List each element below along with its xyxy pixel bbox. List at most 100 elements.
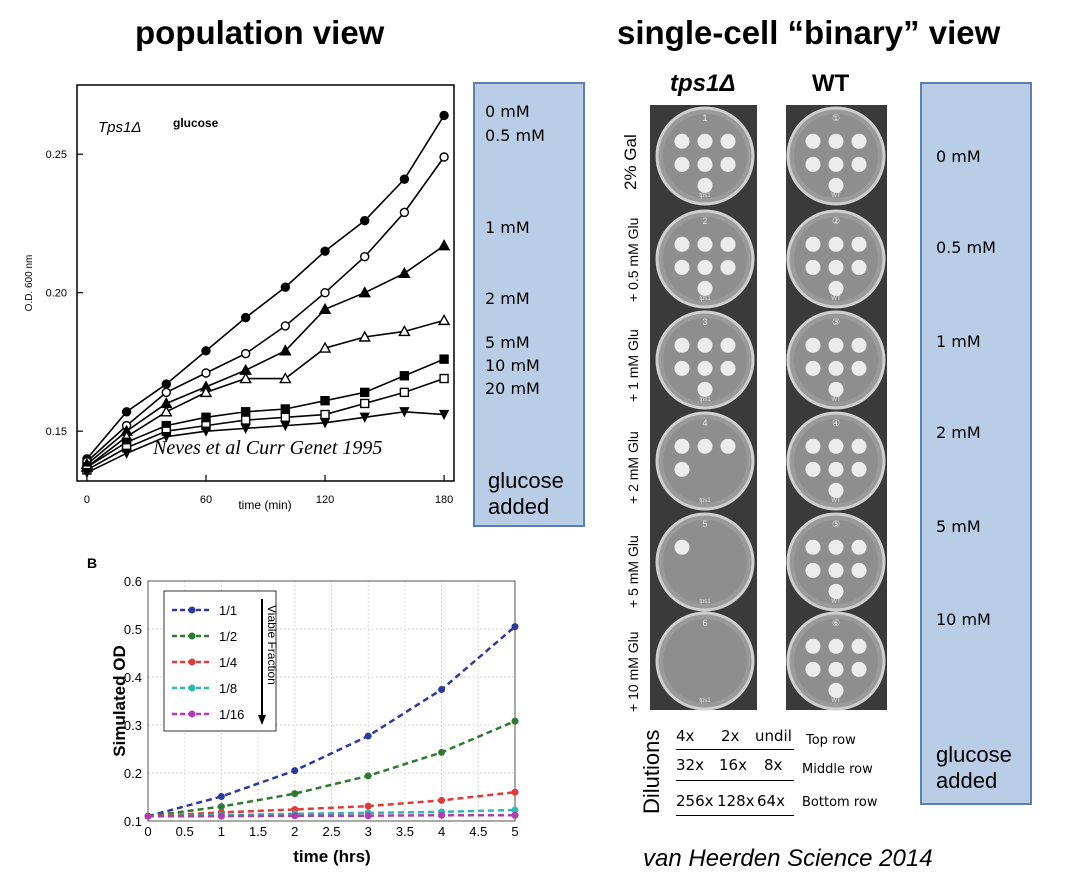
dilution-value: 32x [676, 756, 704, 774]
data-point [360, 398, 370, 409]
sugar-annotation: glucose [173, 116, 219, 130]
x-tick-label: 1 [218, 824, 225, 839]
data-point [291, 812, 299, 820]
legend-label: 1/16 [219, 707, 244, 722]
data-point [279, 344, 292, 356]
x-tick-label: 0.5 [176, 824, 194, 839]
colony-spot [720, 337, 736, 353]
colony-spot [697, 133, 713, 149]
legend-marker [188, 632, 196, 640]
data-point [161, 379, 171, 389]
colony-spot [674, 156, 690, 172]
y-tick-label: 0.15 [46, 426, 67, 438]
colony-spot [720, 133, 736, 149]
colony-spot [697, 280, 713, 296]
data-point [319, 418, 331, 429]
row-label: 2% Gal [621, 134, 640, 190]
colony-spot [697, 337, 713, 353]
data-point [240, 415, 251, 425]
colony-spot [697, 177, 713, 193]
series-line [86, 244, 445, 465]
y-tick-label: 0.20 [46, 288, 67, 300]
dilution-rule [676, 780, 794, 781]
data-point [511, 623, 519, 631]
data-point [280, 321, 291, 331]
colony-spot [720, 236, 736, 252]
plate-number: ⑤ [832, 519, 840, 529]
glucose-legend-box-right: 0 mM 0.5 mM 1 mM 2 mM 5 mM 10 mM glucose… [920, 82, 1032, 805]
colony-spot [851, 133, 867, 149]
colony-spot [805, 360, 821, 376]
data-point [280, 420, 291, 432]
dilution-value: 4x [676, 727, 695, 745]
colony-spot [805, 259, 821, 275]
data-point [291, 767, 299, 775]
colony-spot [674, 133, 690, 149]
data-point [144, 812, 152, 820]
plate-mark: tps1 [699, 296, 711, 302]
colony-spot [674, 236, 690, 252]
x-tick-label: 5 [511, 824, 518, 839]
x-tick-label: 4 [438, 824, 445, 839]
data-point [511, 788, 519, 796]
dilution-value: 128x [717, 792, 755, 810]
plate-number: 2 [702, 216, 707, 226]
y-tick-label: 0.6 [124, 574, 142, 589]
conc-label: 10 mM [936, 610, 991, 629]
data-point [359, 412, 370, 423]
colony-spot [805, 337, 821, 353]
data-point [217, 812, 225, 820]
x-tick-label: 1.5 [249, 824, 267, 839]
colony-spot [851, 236, 867, 252]
plate-mark: WT [831, 397, 841, 403]
series-line [86, 156, 445, 463]
data-point [160, 405, 173, 417]
dilution-value: undil [755, 727, 792, 745]
x-tick-label: 2.5 [322, 824, 340, 839]
data-point [360, 215, 370, 226]
y-tick-label: 0.1 [124, 814, 142, 829]
dilution-row-name: Bottom row [802, 795, 878, 810]
data-point [364, 802, 372, 810]
conc-label: 5 mM [485, 333, 530, 352]
colony-spot [851, 337, 867, 353]
data-point [399, 207, 410, 218]
plate-mark: tps1 [699, 698, 711, 704]
row-label: + 1 mM Glu [625, 329, 641, 402]
simulated-od-chart: B 0 0.5 1 1.5 2 2.5 3 3.5 4 4.5 5 0.1 0.2 0.3 0.4 0.5 0.… [87, 555, 519, 866]
data-point [161, 387, 171, 398]
data-point [437, 313, 451, 326]
colony-spot [851, 438, 867, 454]
plate-number: 4 [702, 418, 707, 428]
data-point [360, 251, 370, 262]
series-line [147, 790, 516, 818]
legend-label: 1/8 [219, 681, 237, 696]
data-point [279, 372, 292, 384]
data-point [320, 395, 330, 406]
y-axis-label: O.D. 600 nm [24, 255, 35, 312]
colony-spot [805, 461, 821, 477]
data-point [399, 407, 410, 418]
data-point [240, 348, 251, 359]
citation-van-heerden: van Heerden Science 2014 [643, 845, 933, 872]
y-tick-label: 0.4 [124, 670, 142, 685]
colony-spot [828, 337, 844, 353]
y-tick-label: 0.25 [46, 149, 67, 161]
conc-label: 5 mM [936, 517, 981, 536]
series-line [147, 625, 516, 818]
data-point [201, 412, 211, 423]
data-point [438, 811, 446, 819]
chart-frame [147, 580, 516, 822]
dilution-rule [676, 815, 794, 816]
data-point [320, 409, 330, 420]
citation-neves: Neves et al Curr Genet 1995 [152, 437, 382, 459]
colony-spot [828, 177, 844, 193]
conc-label: 20 mM [485, 379, 540, 398]
glucose-added-label: glucose added [936, 742, 1012, 793]
x-tick-label: 0 [144, 824, 151, 839]
x-axis-label: time (min) [238, 498, 291, 512]
plate-number: 1 [702, 113, 707, 123]
colony-spot [697, 360, 713, 376]
plate-number: ③ [832, 317, 840, 327]
x-tick-label: 0 [84, 494, 90, 506]
